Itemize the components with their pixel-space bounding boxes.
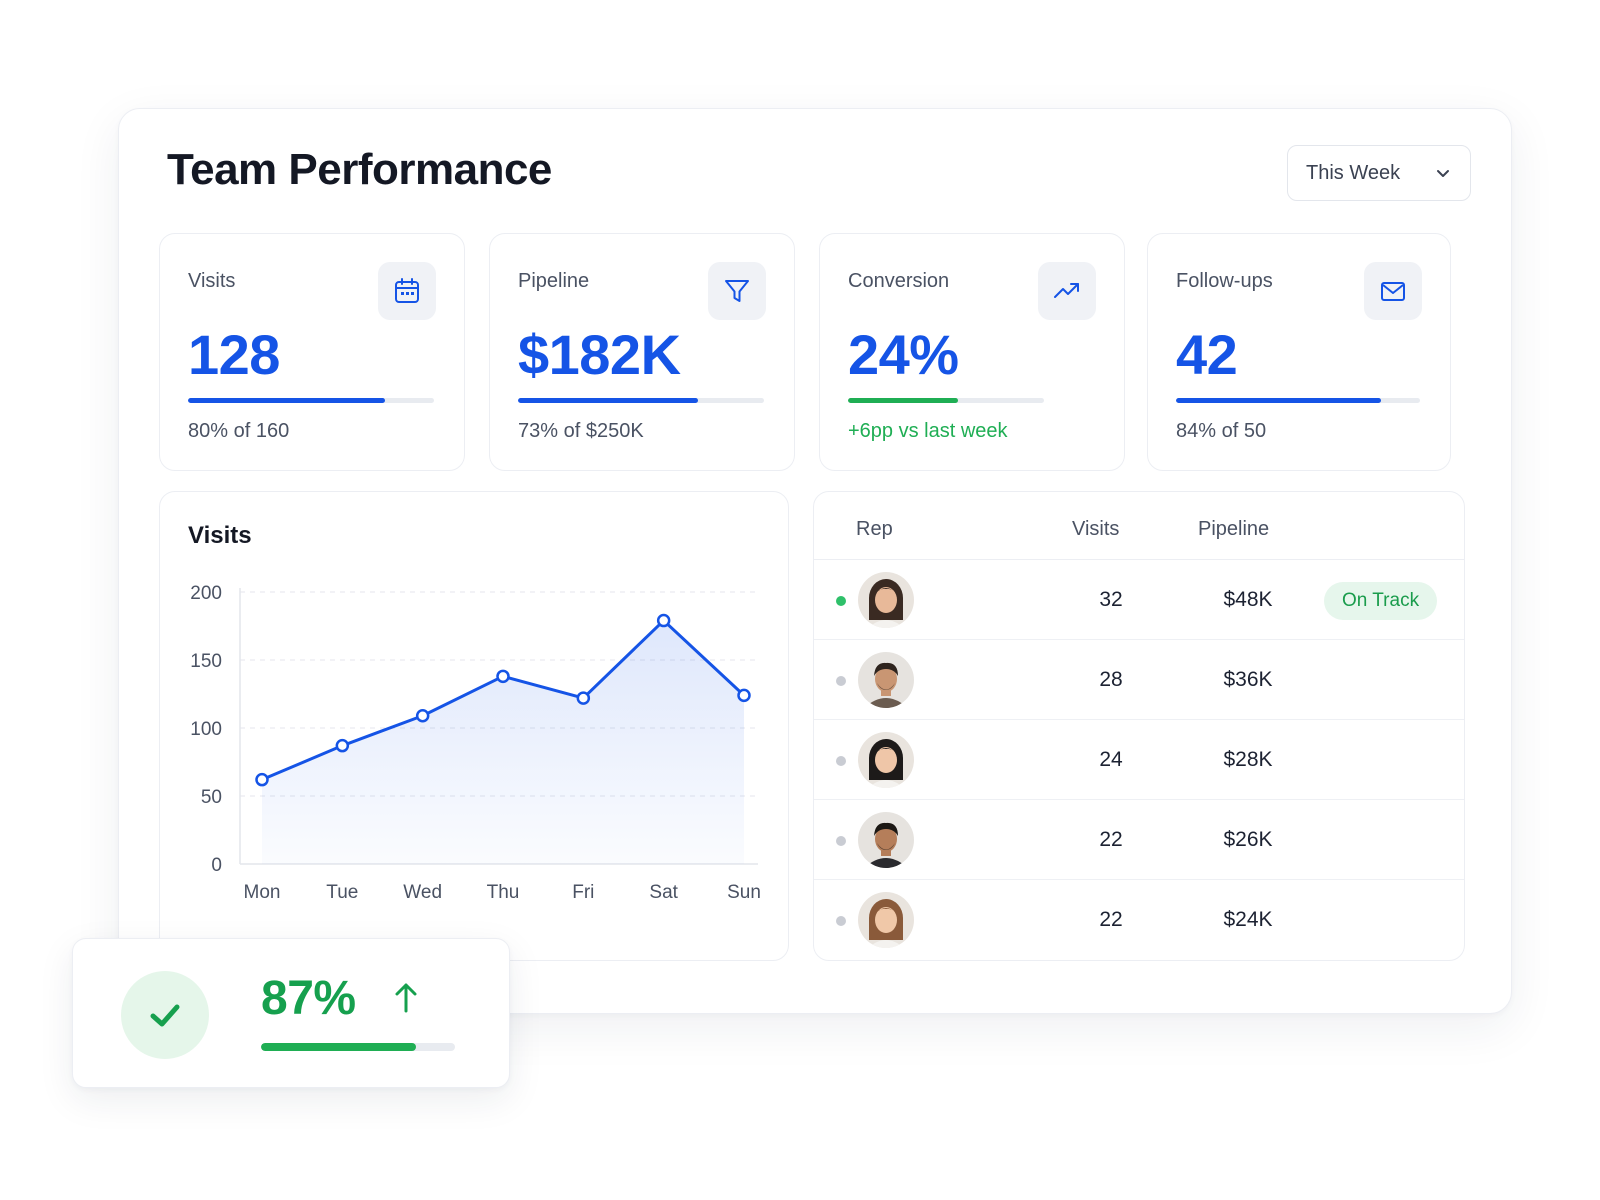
- chevron-down-icon: [1437, 170, 1449, 177]
- mail-icon: [1364, 262, 1422, 320]
- visits-chart-card: Visits 0 50 100 150 200 Mon Tue Wed Thu Fri Sat Sun: [159, 491, 789, 961]
- status-dot: [836, 596, 846, 606]
- kpi-value: $182K: [518, 323, 681, 386]
- page-title: Team Performance: [167, 145, 552, 194]
- data-point: [415, 709, 430, 723]
- column-header-visits: Visits: [1072, 518, 1120, 540]
- date-range-value: This Week: [1306, 161, 1401, 184]
- summary-value: 87%: [261, 972, 356, 1025]
- row-pipeline: $28K: [1223, 748, 1273, 771]
- x-tick-label: Tue: [326, 882, 358, 903]
- kpi-value: 24%: [848, 323, 959, 386]
- row-pipeline: $26K: [1223, 828, 1273, 851]
- data-point: [255, 772, 269, 787]
- kpi-progress-bar: [188, 398, 434, 403]
- kpi-card-visits: Visits 128 80% of 160: [159, 233, 465, 471]
- kpi-progress-bar: [518, 398, 764, 403]
- kpi-value: 42: [1176, 323, 1238, 386]
- kpi-progress-bar: [1176, 398, 1420, 403]
- status-dot: [836, 916, 846, 926]
- x-tick-label: Sat: [649, 882, 678, 903]
- data-point: [737, 688, 751, 703]
- team-performance-panel: Team Performance This Week Visits 128 80…: [118, 108, 1512, 1014]
- avatar-man-icon: [858, 652, 914, 708]
- kpi-footer: 84% of 50: [1176, 420, 1267, 442]
- row-pipeline: $36K: [1223, 668, 1273, 691]
- avatar-woman-icon: [858, 572, 914, 628]
- table-header: Rep Visits Pipeline: [814, 492, 1464, 560]
- row-visits: 24: [1099, 748, 1123, 771]
- row-visits: 22: [1099, 828, 1123, 851]
- visits-chart: 0 50 100 150 200 Mon Tue Wed Thu Fri Sat Sun: [190, 583, 761, 903]
- row-pipeline: $48K: [1223, 588, 1273, 611]
- row-pipeline: $24K: [1223, 908, 1273, 931]
- data-point: [576, 691, 591, 705]
- kpi-label: Pipeline: [518, 270, 590, 292]
- kpi-label: Conversion: [848, 270, 950, 292]
- data-point: [656, 613, 671, 628]
- trending-up-icon: [1038, 262, 1096, 320]
- table-row[interactable]: 32 $48K On Track: [814, 560, 1464, 640]
- calendar-icon: [378, 262, 436, 320]
- y-tick-label: 150: [190, 651, 222, 672]
- area-fill: [262, 620, 744, 864]
- x-tick-label: Wed: [403, 882, 442, 903]
- data-point: [335, 738, 350, 753]
- kpi-card-pipeline: Pipeline $182K 73% of $250K: [489, 233, 795, 471]
- funnel-icon: [708, 262, 766, 320]
- kpi-progress-bar: [848, 398, 1044, 403]
- x-tick-label: Thu: [487, 882, 520, 903]
- data-point: [496, 669, 510, 684]
- kpi-label: Follow-ups: [1176, 270, 1273, 292]
- row-visits: 28: [1099, 668, 1123, 691]
- date-range-select[interactable]: This Week: [1287, 145, 1471, 201]
- column-header-rep: Rep: [856, 518, 893, 540]
- status-dot: [836, 676, 846, 686]
- kpi-card-conversion: Conversion 24% +6pp vs last week: [819, 233, 1125, 471]
- avatar-woman-icon: [858, 732, 914, 788]
- kpi-footer: +6pp vs last week: [848, 420, 1008, 442]
- avatar-woman-icon: [858, 892, 914, 948]
- table-row[interactable]: 28 $36K: [814, 640, 1464, 720]
- row-visits: 32: [1099, 588, 1123, 611]
- y-tick-label: 200: [190, 583, 222, 604]
- rep-table: Rep Visits Pipeline 32 $48K On Track 28 $36K…: [813, 491, 1465, 961]
- x-tick-label: Sun: [727, 882, 761, 903]
- kpi-footer: 80% of 160: [188, 420, 290, 442]
- y-tick-label: 50: [201, 787, 222, 808]
- y-tick-label: 0: [211, 855, 222, 876]
- kpi-card-follow-ups: Follow-ups 42 84% of 50: [1147, 233, 1451, 471]
- kpi-footer: 73% of $250K: [518, 420, 644, 442]
- y-tick-label: 100: [190, 719, 222, 740]
- x-tick-label: Fri: [572, 882, 594, 903]
- row-visits: 22: [1099, 908, 1123, 931]
- summary-progress-bar: [261, 1043, 455, 1051]
- status-dot: [836, 756, 846, 766]
- table-row[interactable]: 22 $24K: [814, 880, 1464, 960]
- chart-title: Visits: [188, 522, 252, 549]
- status-dot: [836, 836, 846, 846]
- kpi-value: 128: [188, 323, 280, 386]
- summary-card: 87%: [72, 938, 510, 1088]
- x-tick-label: Mon: [244, 882, 281, 903]
- column-header-pipeline: Pipeline: [1198, 518, 1270, 540]
- table-row[interactable]: 24 $28K: [814, 720, 1464, 800]
- check-icon: [121, 971, 209, 1059]
- table-row[interactable]: 22 $26K: [814, 800, 1464, 880]
- avatar-man-icon: [858, 812, 914, 868]
- status-badge: On Track: [1324, 582, 1438, 620]
- kpi-label: Visits: [188, 270, 236, 292]
- arrow-up-icon: [395, 983, 417, 1013]
